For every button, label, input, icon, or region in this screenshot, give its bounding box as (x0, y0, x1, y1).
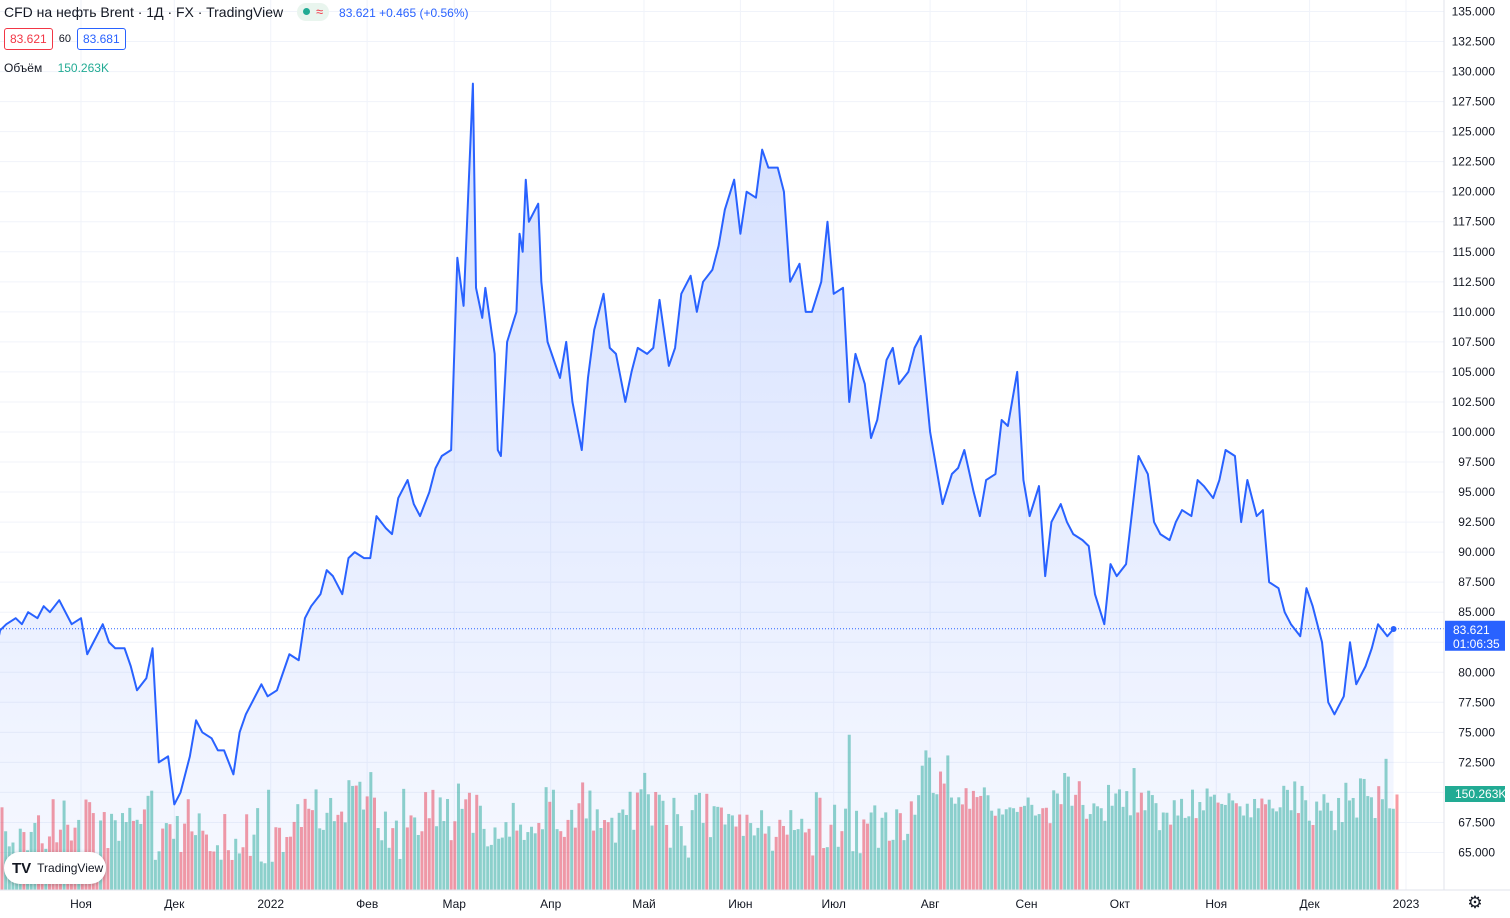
y-tick-label: 135.000 (1452, 5, 1496, 19)
x-tick-label: Мар (442, 897, 466, 911)
delayed-data-icon: ≈ (316, 4, 324, 19)
tradingview-logo-icon: TV (12, 859, 32, 877)
x-tick-label: Фев (356, 897, 378, 911)
price-axis[interactable]: 135.000 132.500 130.000 127.500 125.000 122.5… (1452, 5, 1496, 860)
y-tick-label: 72.500 (1458, 755, 1495, 769)
volume-value: 150.263K (57, 61, 109, 75)
x-tick-label: Авг (921, 897, 940, 911)
y-tick-label: 95.000 (1458, 485, 1495, 499)
y-tick-label: 122.500 (1452, 155, 1496, 169)
x-tick-label: 2023 (1393, 897, 1420, 911)
x-tick-label: Дек (1300, 897, 1321, 911)
x-tick-label: Сен (1016, 897, 1038, 911)
y-tick-label: 65.000 (1458, 845, 1495, 859)
y-tick-label: 90.000 (1458, 545, 1495, 559)
x-tick-label: Апр (540, 897, 562, 911)
volume-label: Объём (4, 61, 43, 75)
x-tick-label: Ноя (1205, 897, 1227, 911)
y-tick-label: 77.500 (1458, 695, 1495, 709)
y-tick-label: 117.500 (1453, 215, 1496, 229)
y-tick-label: 115.000 (1453, 245, 1496, 259)
y-tick-label: 75.000 (1458, 725, 1495, 739)
chart-legend: CFD на нефть Brent · 1Д · FX · TradingVi… (4, 3, 468, 21)
volume-legend[interactable]: Объём 150.263K (4, 61, 109, 75)
y-tick-label: 130.000 (1452, 65, 1496, 79)
y-tick-label: 87.500 (1458, 575, 1495, 589)
x-tick-label: Окт (1110, 897, 1131, 911)
x-tick-label: Ноя (70, 897, 92, 911)
last-price-tag-price: 83.621 (1453, 623, 1490, 637)
market-status-pill[interactable]: ≈ (297, 3, 330, 21)
x-tick-label: Июл (822, 897, 846, 911)
y-tick-label: 67.500 (1458, 815, 1495, 829)
gear-icon[interactable]: ⚙ (1467, 893, 1483, 912)
ask-price-button[interactable]: 83.681 (76, 28, 126, 50)
volume-tag-value: 150.263K (1455, 787, 1506, 801)
y-tick-label: 127.500 (1452, 95, 1496, 109)
y-tick-label: 92.500 (1458, 515, 1495, 529)
y-tick-label: 125.000 (1452, 125, 1496, 139)
y-tick-label: 105.000 (1452, 365, 1496, 379)
volume-bar (1395, 794, 1399, 890)
tradingview-logo[interactable]: TV TradingView (4, 852, 106, 884)
x-tick-label: Дек (164, 897, 185, 911)
price-area-fill (0, 83, 1394, 890)
last-price-change: 83.621 +0.465 (+0.56%) (339, 6, 469, 20)
spread-value: 60 (58, 33, 71, 45)
y-tick-label: 85.000 (1458, 605, 1495, 619)
y-tick-label: 110.000 (1453, 305, 1496, 319)
x-tick-label: Июн (728, 897, 752, 911)
y-tick-label: 102.500 (1452, 395, 1496, 409)
tradingview-logo-text: TradingView (37, 861, 104, 875)
quote-row: 83.621 60 83.681 (4, 28, 126, 50)
price-line (0, 82, 1395, 806)
symbol-title[interactable]: CFD на нефть Brent · 1Д · FX · TradingVi… (4, 4, 284, 20)
y-tick-label: 100.000 (1452, 425, 1496, 439)
time-axis[interactable]: Ноя Дек 2022 Фев Мар Апр Май Июн Июл Авг Сен Окт Ноя… (70, 897, 1420, 911)
y-tick-label: 132.500 (1452, 35, 1496, 49)
y-tick-label: 107.500 (1452, 335, 1496, 349)
last-price-tag-countdown: 01:06:35 (1453, 637, 1500, 651)
last-price-dot (1390, 626, 1397, 633)
bid-price-button[interactable]: 83.621 (4, 28, 53, 50)
y-tick-label: 80.000 (1458, 665, 1495, 679)
last-price-tag (1445, 620, 1505, 651)
x-tick-label: 2022 (257, 897, 284, 911)
market-open-dot-icon (303, 8, 311, 15)
x-tick-label: Май (632, 897, 656, 911)
y-tick-label: 112.500 (1453, 275, 1496, 289)
y-tick-label: 120.000 (1452, 185, 1496, 199)
y-tick-label: 97.500 (1458, 455, 1495, 469)
volume-tag (1445, 786, 1505, 802)
